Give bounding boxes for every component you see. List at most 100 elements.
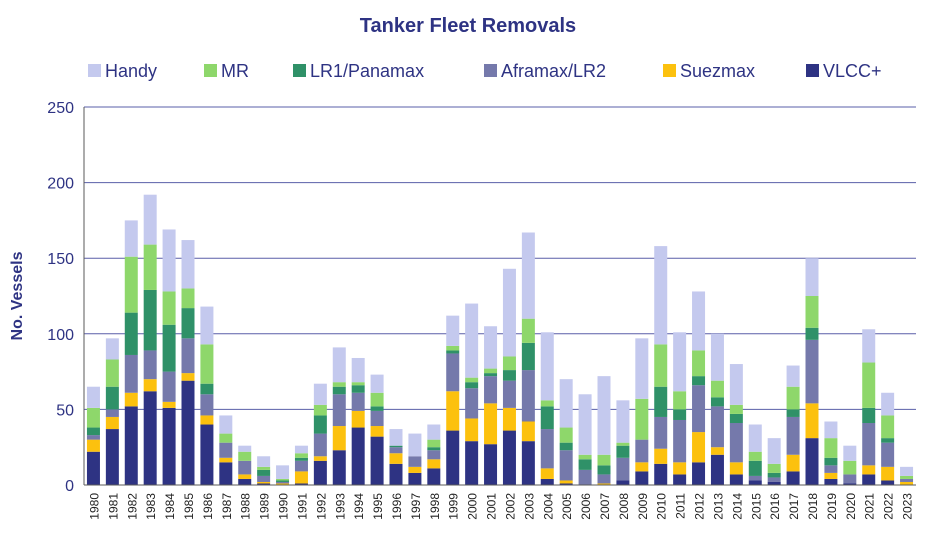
bar-segment [578,454,592,460]
bar-segment [313,383,327,405]
bar-segment [124,392,138,407]
bar-segment [200,415,214,425]
bar-segment [219,457,233,463]
x-tick-label: 2016 [768,493,782,520]
bar-segment [332,347,346,383]
bar-segment [673,332,687,392]
bar-segment [673,462,687,475]
bar-segment [200,344,214,384]
x-tick-label: 1990 [277,493,291,520]
bar-segment [786,386,800,410]
bar-segment [502,268,516,357]
bar-segment [881,415,895,439]
bar-segment [389,447,403,454]
bar-segment [370,392,384,407]
bar-segment [408,433,422,457]
bar-segment [124,406,138,485]
bar-segment [484,326,498,369]
x-tick-label: 2004 [541,493,555,520]
x-tick-label: 1994 [352,493,366,520]
bar-segment [729,364,743,405]
bar-segment [427,459,441,469]
legend-swatch [293,64,306,77]
legend-label: LR1/Panamax [310,61,424,81]
bar-segment [521,370,535,422]
bar-segment [86,451,100,485]
bar-segment [446,315,460,346]
bar-segment [465,377,479,383]
x-tick-label: 2011 [674,493,688,519]
bar-segment [805,258,819,296]
bar-segment [257,475,271,482]
bar-segment [862,474,876,485]
bar-segment [673,409,687,420]
bar-segment [881,466,895,481]
bar-segment [521,318,535,343]
bar-segment [143,350,157,380]
bar-segment [238,474,252,479]
bar-segment [465,418,479,442]
bar-segment [143,379,157,392]
bar-segment [105,386,119,410]
legend-swatch [204,64,217,77]
axes: 0 50 100 150 200 250 1980 1981 1982 1983 1984 1985 1… [47,100,916,520]
bar-segment [502,380,516,408]
bar-segment [446,345,460,351]
bar-segment [824,472,838,479]
bar-segment [559,379,573,428]
bar-segment [294,453,308,458]
bar-segment [654,463,668,485]
bar-segment [389,453,403,464]
bar-segment [824,465,838,473]
bar-segment [162,324,176,372]
bar-segment [86,407,100,428]
x-tick-label: 1999 [447,493,461,520]
legend-label: Handy [105,61,157,81]
x-tick-label: 1998 [428,493,442,520]
bar-segment [332,382,346,387]
bar-segment [257,469,271,476]
bar-segment [257,481,271,484]
bar-segment [257,483,271,485]
bar-segment [124,312,138,355]
bar-segment [729,404,743,414]
bar-segment [521,232,535,319]
bar-segment [710,406,724,448]
x-tick-label: 2002 [503,493,517,520]
bar-segment [710,454,724,485]
bar-segment [540,478,554,485]
bar-segment [654,246,668,345]
bar-segment [238,460,252,475]
bar-segment [124,354,138,393]
bar-segment [370,426,384,437]
bar-segment [219,415,233,434]
bar-segment [294,471,308,484]
bar-segment [105,416,119,430]
bar-segment [370,406,384,411]
bar-segment [351,382,365,386]
bar-segment [635,471,649,485]
x-tick-label: 2017 [787,493,801,520]
bar-segment [692,462,706,485]
bar-segment [616,457,630,481]
bar-segment [181,380,195,485]
x-tick-label: 2005 [560,493,574,520]
chart-title: Tanker Fleet Removals [360,15,576,37]
bar-segment [427,450,441,460]
bar-segment [729,423,743,463]
bar-segment [673,474,687,485]
bar-segment [805,403,819,439]
bar-segment [276,483,290,485]
y-axis-label: No. Vessels [9,251,26,340]
bar-segment [124,220,138,257]
bars [86,194,914,485]
gridlines [84,106,916,410]
bar-segment [389,445,403,448]
bar-segment [257,456,271,467]
x-tick-label: 1996 [390,493,404,520]
bar-segment [370,410,384,427]
x-tick-label: 2023 [901,493,915,520]
bar-segment [484,403,498,445]
bar-segment [200,394,214,416]
bar-segment [767,477,781,482]
